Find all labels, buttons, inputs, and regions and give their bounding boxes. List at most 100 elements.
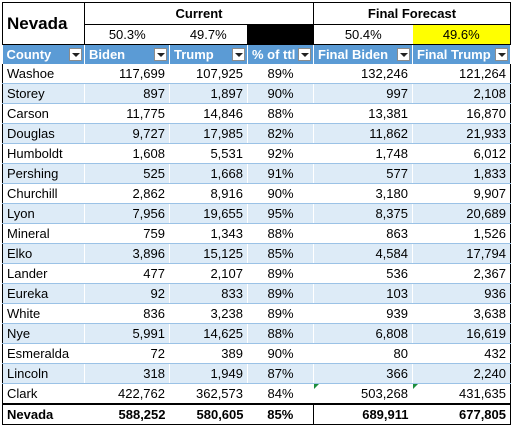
county-cell[interactable]: Esmeralda — [2, 343, 85, 364]
pct-total-cell[interactable]: 88% — [247, 223, 314, 244]
filter-dropdown-icon[interactable] — [397, 48, 410, 61]
total-pct-total-cell[interactable]: 85% — [247, 403, 314, 425]
trump-cell[interactable]: 14,846 — [169, 103, 248, 124]
trump-cell[interactable]: 833 — [169, 283, 248, 304]
trump-cell[interactable]: 17,985 — [169, 123, 248, 144]
biden-cell[interactable]: 477 — [84, 263, 170, 284]
county-cell[interactable]: Pershing — [2, 163, 85, 184]
final-biden-cell[interactable]: 577 — [313, 163, 413, 184]
final-trump-cell[interactable]: 2,108 — [412, 83, 511, 104]
trump-cell[interactable]: 15,125 — [169, 243, 248, 264]
biden-cell[interactable]: 836 — [84, 303, 170, 324]
biden-cell[interactable]: 897 — [84, 83, 170, 104]
final-biden-cell[interactable]: 536 — [313, 263, 413, 284]
final-trump-cell[interactable]: 2,367 — [412, 263, 511, 284]
county-cell[interactable]: Douglas — [2, 123, 85, 144]
trump-cell[interactable]: 1,949 — [169, 363, 248, 384]
black-fill-cell[interactable] — [247, 24, 314, 45]
county-cell[interactable]: Mineral — [2, 223, 85, 244]
filter-dropdown-icon[interactable] — [232, 48, 245, 61]
biden-cell[interactable]: 318 — [84, 363, 170, 384]
trump-cell[interactable]: 362,573 — [169, 383, 248, 405]
trump-cell[interactable]: 107,925 — [169, 64, 248, 84]
county-cell[interactable]: Storey — [2, 83, 85, 104]
column-header-final-biden[interactable]: Final Biden — [313, 44, 413, 64]
final-biden-cell[interactable]: 13,381 — [313, 103, 413, 124]
trump-cell[interactable]: 389 — [169, 343, 248, 364]
county-cell[interactable]: White — [2, 303, 85, 324]
pct-total-cell[interactable]: 95% — [247, 203, 314, 224]
final-trump-cell[interactable]: 6,012 — [412, 143, 511, 164]
filter-dropdown-icon[interactable] — [298, 48, 311, 61]
biden-cell[interactable]: 1,608 — [84, 143, 170, 164]
final-forecast-group-header[interactable]: Final Forecast — [313, 2, 511, 25]
final-biden-cell[interactable]: 11,862 — [313, 123, 413, 144]
final-trump-cell[interactable]: 20,689 — [412, 203, 511, 224]
final-biden-cell[interactable]: 366 — [313, 363, 413, 384]
pct-total-cell[interactable]: 90% — [247, 183, 314, 204]
final-trump-cell[interactable]: 1,526 — [412, 223, 511, 244]
county-cell[interactable]: Elko — [2, 243, 85, 264]
county-cell[interactable]: Lincoln — [2, 363, 85, 384]
biden-cell[interactable]: 525 — [84, 163, 170, 184]
current-trump-pct-cell[interactable]: 49.7% — [169, 24, 248, 45]
final-biden-cell[interactable]: 863 — [313, 223, 413, 244]
trump-cell[interactable]: 19,655 — [169, 203, 248, 224]
total-final-biden-cell[interactable]: 689,911 — [313, 403, 413, 425]
biden-cell[interactable]: 92 — [84, 283, 170, 304]
biden-cell[interactable]: 72 — [84, 343, 170, 364]
final-trump-cell[interactable]: 432 — [412, 343, 511, 364]
pct-total-cell[interactable]: 84% — [247, 383, 314, 405]
final-trump-cell[interactable]: 17,794 — [412, 243, 511, 264]
current-biden-pct-cell[interactable]: 50.3% — [84, 24, 170, 45]
county-cell[interactable]: Lyon — [2, 203, 85, 224]
final-biden-cell[interactable]: 503,268 — [313, 383, 413, 405]
final-trump-cell[interactable]: 9,907 — [412, 183, 511, 204]
biden-cell[interactable]: 759 — [84, 223, 170, 244]
filter-dropdown-icon[interactable] — [154, 48, 167, 61]
pct-total-cell[interactable]: 82% — [247, 123, 314, 144]
current-group-header[interactable]: Current — [84, 2, 314, 25]
column-header-final-trump[interactable]: Final Trump — [412, 44, 511, 64]
pct-total-cell[interactable]: 85% — [247, 243, 314, 264]
trump-cell[interactable]: 8,916 — [169, 183, 248, 204]
pct-total-cell[interactable]: 90% — [247, 343, 314, 364]
county-cell[interactable]: Clark — [2, 383, 85, 405]
biden-cell[interactable]: 5,991 — [84, 323, 170, 344]
final-biden-cell[interactable]: 4,584 — [313, 243, 413, 264]
biden-cell[interactable]: 7,956 — [84, 203, 170, 224]
total-final-trump-cell[interactable]: 677,805 — [412, 403, 511, 425]
total-trump-cell[interactable]: 580,605 — [169, 403, 248, 425]
column-header-trump[interactable]: Trump — [169, 44, 248, 64]
final-trump-cell[interactable]: 16,619 — [412, 323, 511, 344]
final-trump-cell[interactable]: 431,635 — [412, 383, 511, 405]
county-cell[interactable]: Nye — [2, 323, 85, 344]
pct-total-cell[interactable]: 89% — [247, 263, 314, 284]
final-trump-cell[interactable]: 936 — [412, 283, 511, 304]
county-cell[interactable]: Carson — [2, 103, 85, 124]
final-trump-cell[interactable]: 1,833 — [412, 163, 511, 184]
county-cell[interactable]: Lander — [2, 263, 85, 284]
final-biden-cell[interactable]: 939 — [313, 303, 413, 324]
biden-cell[interactable]: 117,699 — [84, 64, 170, 84]
county-cell[interactable]: Humboldt — [2, 143, 85, 164]
final-trump-cell[interactable]: 3,638 — [412, 303, 511, 324]
final-biden-cell[interactable]: 6,808 — [313, 323, 413, 344]
pct-total-cell[interactable]: 90% — [247, 83, 314, 104]
column-header-biden[interactable]: Biden — [84, 44, 170, 64]
trump-cell[interactable]: 3,238 — [169, 303, 248, 324]
county-cell[interactable]: Washoe — [2, 64, 85, 84]
pct-total-cell[interactable]: 88% — [247, 103, 314, 124]
final-trump-cell[interactable]: 21,933 — [412, 123, 511, 144]
final-biden-cell[interactable]: 103 — [313, 283, 413, 304]
final-biden-cell[interactable]: 8,375 — [313, 203, 413, 224]
state-title-cell[interactable]: Nevada — [2, 2, 85, 45]
pct-total-cell[interactable]: 88% — [247, 323, 314, 344]
pct-total-cell[interactable]: 92% — [247, 143, 314, 164]
county-cell[interactable]: Churchill — [2, 183, 85, 204]
final-biden-pct-cell[interactable]: 50.4% — [313, 24, 413, 45]
county-cell[interactable]: Eureka — [2, 283, 85, 304]
column-header-county[interactable]: County — [2, 44, 85, 64]
pct-total-cell[interactable]: 87% — [247, 363, 314, 384]
final-trump-pct-cell[interactable]: 49.6% — [412, 24, 511, 45]
